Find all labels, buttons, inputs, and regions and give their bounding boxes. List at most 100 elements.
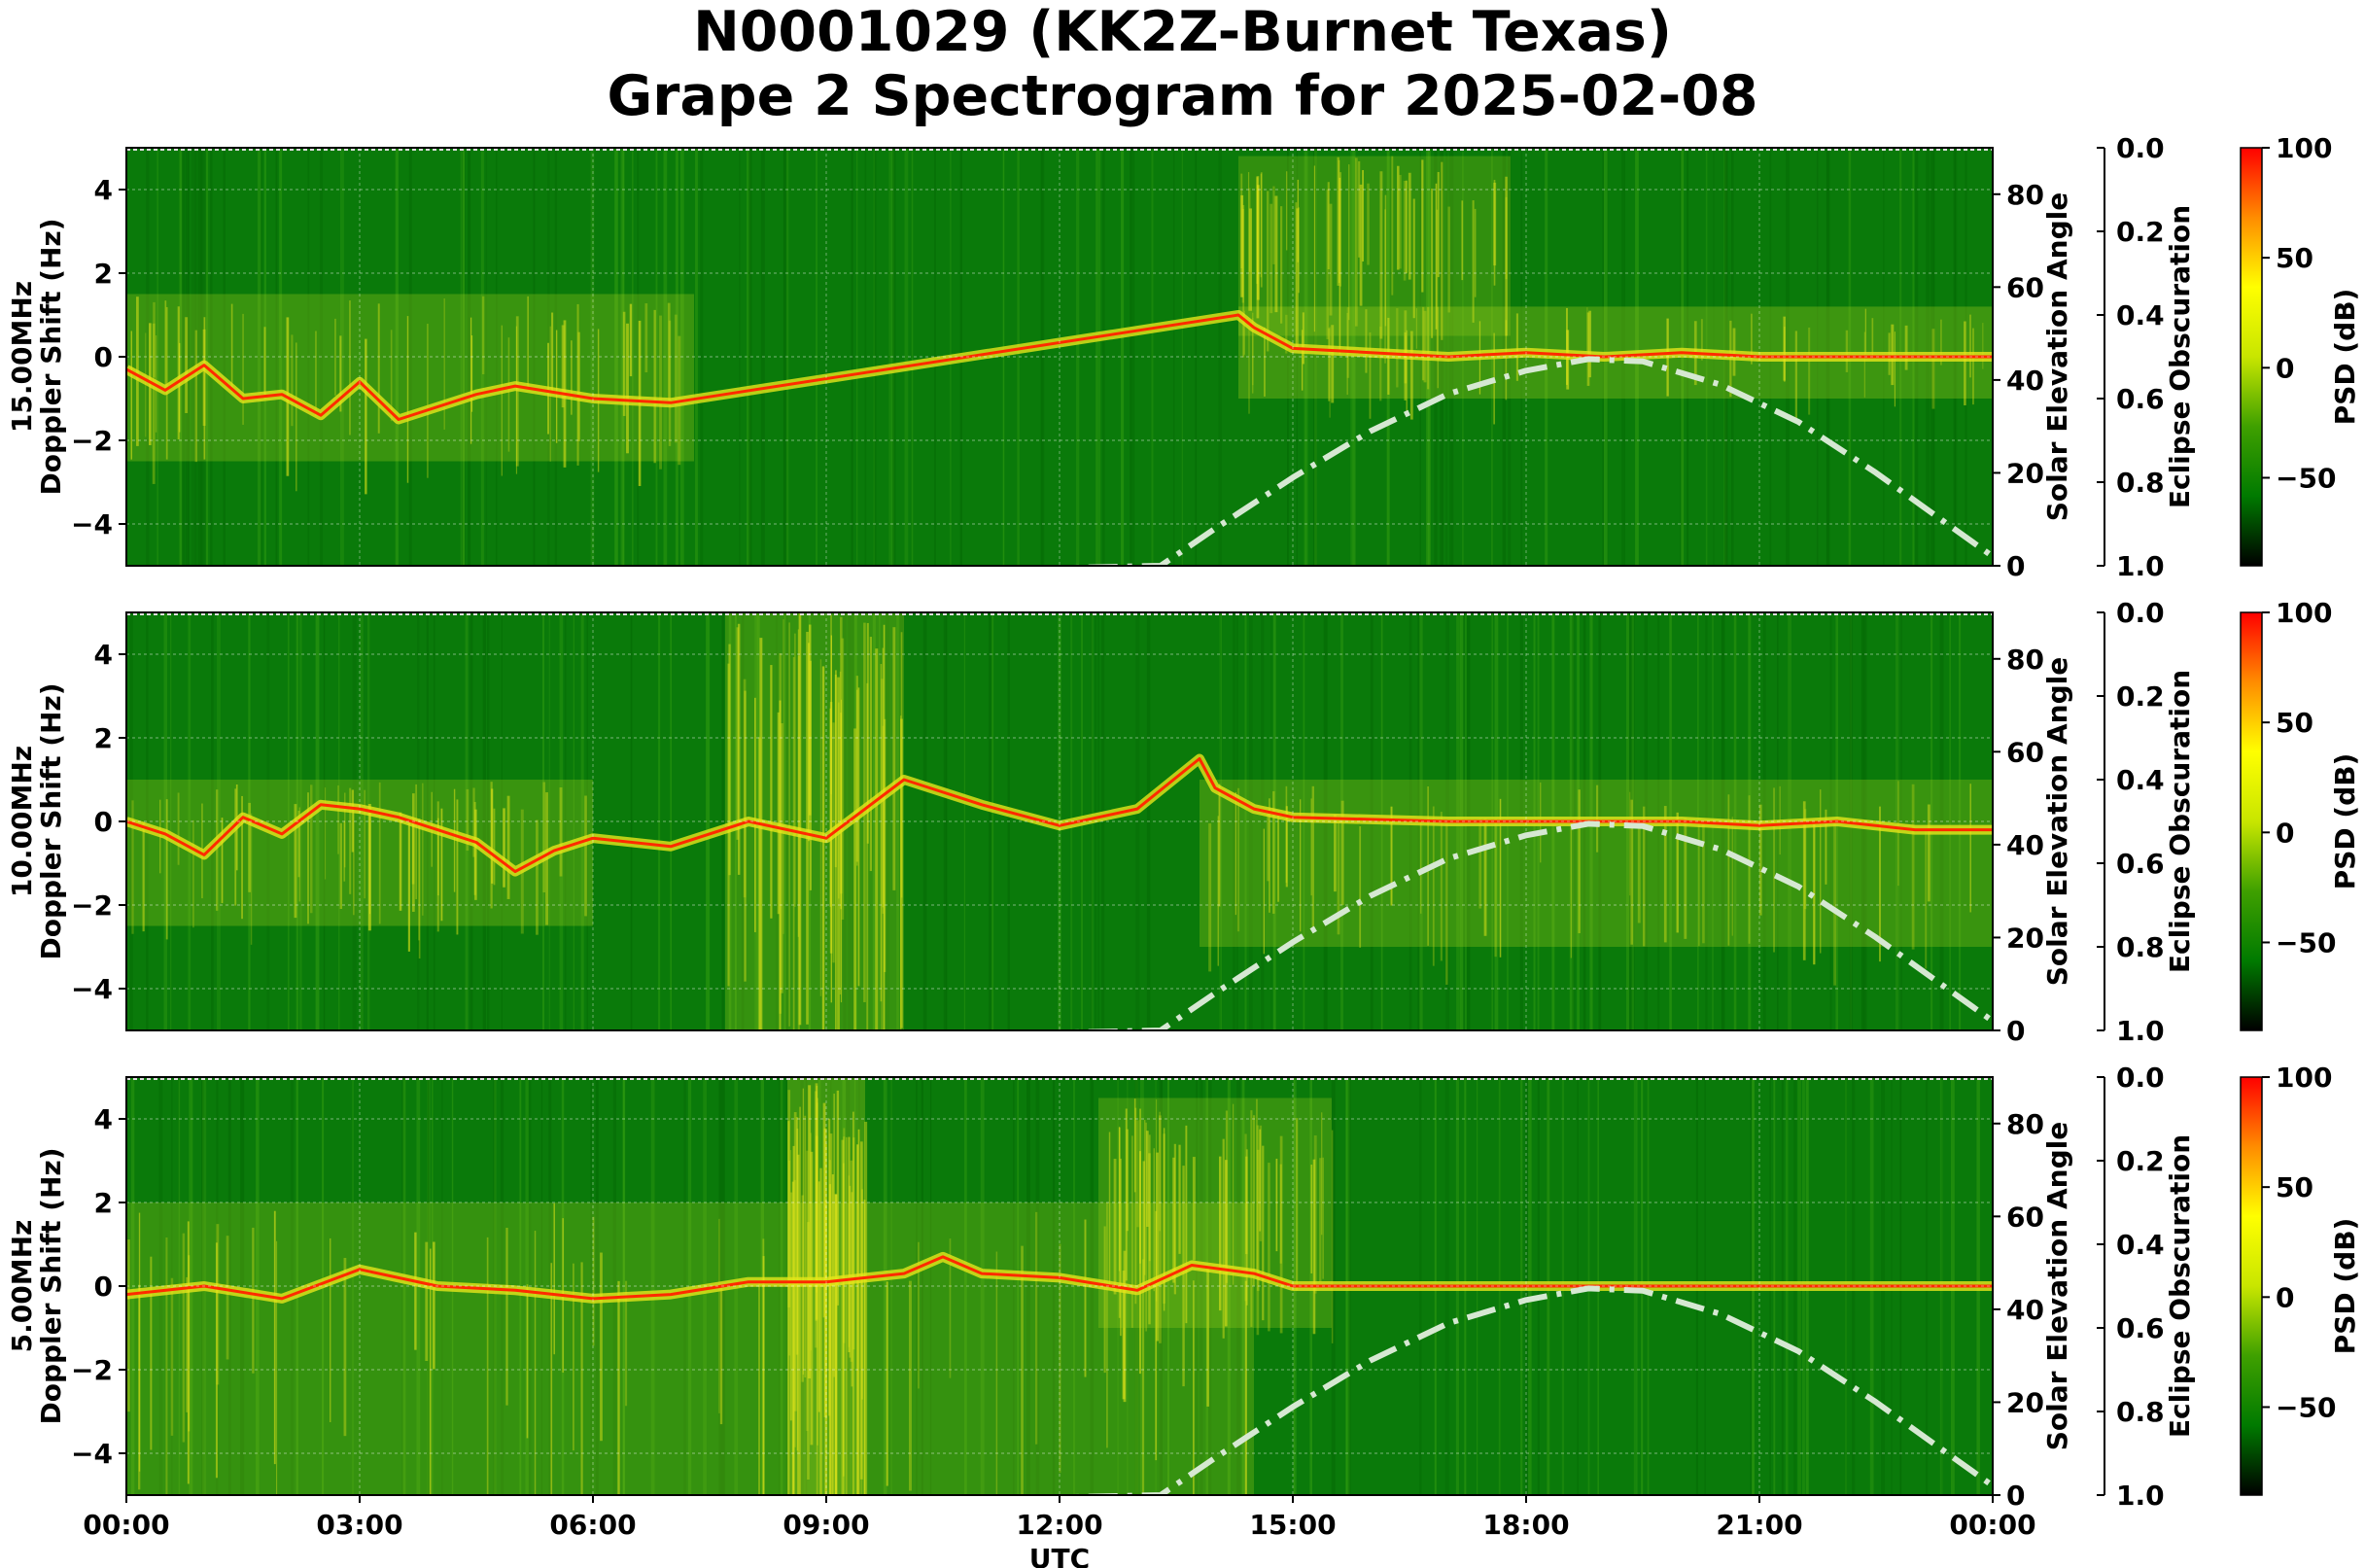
signal-streak bbox=[1206, 1265, 1209, 1407]
noise-streak bbox=[181, 148, 186, 566]
signal-streak bbox=[1399, 174, 1402, 269]
signal-streak bbox=[856, 689, 858, 866]
noise-streak bbox=[1040, 148, 1045, 566]
signal-streak bbox=[252, 1227, 255, 1374]
noise-streak bbox=[663, 148, 668, 566]
signal-streak bbox=[1158, 1115, 1162, 1343]
noise-streak bbox=[188, 612, 191, 1030]
noise-streak bbox=[879, 612, 881, 1030]
signal-streak bbox=[1310, 1165, 1313, 1273]
right-y-tick-label: 80 bbox=[2006, 1108, 2044, 1140]
noise-streak bbox=[728, 612, 732, 1030]
eclipse-tick-label: 1.0 bbox=[2116, 1480, 2165, 1512]
signal-streak bbox=[230, 303, 233, 392]
signal-streak bbox=[861, 1189, 863, 1400]
signal-streak bbox=[215, 789, 219, 911]
signal-streak bbox=[349, 300, 351, 436]
signal-streak bbox=[407, 822, 410, 952]
signal-streak bbox=[406, 316, 409, 483]
signal-streak bbox=[792, 656, 795, 1030]
signal-streak bbox=[1700, 319, 1703, 361]
signal-streak bbox=[1964, 321, 1966, 405]
signal-streak bbox=[142, 821, 145, 932]
signal-streak bbox=[1409, 331, 1413, 420]
signal-streak bbox=[418, 819, 420, 941]
signal-streak bbox=[1319, 1158, 1322, 1282]
signal-streak bbox=[307, 792, 309, 924]
noise-streak bbox=[223, 148, 226, 566]
signal-streak bbox=[1379, 171, 1383, 339]
right-y-tick-label: 80 bbox=[2006, 644, 2044, 676]
signal-streak bbox=[186, 1276, 188, 1412]
signal-streak bbox=[779, 700, 782, 1030]
signal-streak bbox=[542, 782, 546, 893]
signal-region bbox=[1200, 780, 1993, 947]
noise-streak bbox=[290, 1077, 294, 1495]
noise-streak bbox=[1035, 1077, 1040, 1495]
signal-streak bbox=[866, 622, 869, 844]
noise-streak bbox=[1286, 148, 1289, 566]
noise-streak bbox=[564, 612, 567, 1030]
signal-streak bbox=[150, 1256, 153, 1450]
noise-streak bbox=[586, 612, 588, 1030]
signal-streak bbox=[1108, 1132, 1111, 1285]
signal-streak bbox=[1260, 173, 1263, 278]
noise-streak bbox=[395, 148, 399, 566]
noise-streak bbox=[911, 148, 914, 566]
signal-streak bbox=[1825, 809, 1827, 885]
signal-streak bbox=[422, 783, 424, 916]
noise-streak bbox=[873, 148, 875, 566]
signal-streak bbox=[1391, 156, 1394, 296]
signal-streak bbox=[1146, 1131, 1149, 1228]
noise-streak bbox=[1173, 148, 1175, 566]
noise-streak bbox=[548, 1077, 552, 1495]
signal-streak bbox=[474, 809, 477, 900]
signal-streak bbox=[1472, 200, 1475, 323]
y-tick-label: 2 bbox=[94, 258, 113, 290]
signal-streak bbox=[1123, 1250, 1127, 1403]
noise-streak bbox=[785, 148, 789, 566]
noise-streak bbox=[540, 1077, 543, 1495]
noise-streak bbox=[360, 612, 364, 1030]
signal-streak bbox=[1758, 804, 1762, 916]
signal-streak bbox=[843, 1163, 845, 1477]
signal-streak bbox=[339, 335, 342, 412]
signal-streak bbox=[909, 1280, 912, 1491]
y-tick-label: −2 bbox=[71, 1354, 113, 1386]
signal-streak bbox=[1940, 319, 1942, 366]
noise-streak bbox=[851, 148, 853, 566]
signal-streak bbox=[600, 1252, 603, 1442]
signal-streak bbox=[1403, 180, 1407, 281]
signal-streak bbox=[527, 296, 529, 388]
signal-streak bbox=[793, 1179, 796, 1447]
noise-streak bbox=[679, 148, 684, 566]
signal-streak bbox=[886, 1281, 888, 1486]
signal-streak bbox=[659, 315, 662, 470]
signal-streak bbox=[754, 697, 756, 932]
noise-streak bbox=[943, 612, 947, 1030]
noise-streak bbox=[921, 1077, 924, 1495]
noise-streak bbox=[896, 612, 899, 1030]
signal-streak bbox=[793, 1112, 797, 1411]
signal-streak bbox=[234, 788, 237, 906]
signal-streak bbox=[1252, 1115, 1256, 1286]
signal-streak bbox=[1120, 1158, 1122, 1337]
eclipse-axis-label: Eclipse Obscuration bbox=[2164, 670, 2196, 973]
signal-streak bbox=[1359, 826, 1362, 948]
signal-streak bbox=[170, 1277, 174, 1436]
signal-streak bbox=[1138, 1151, 1141, 1375]
signal-streak bbox=[835, 670, 837, 1030]
signal-streak bbox=[1445, 821, 1448, 985]
signal-streak bbox=[1362, 169, 1364, 261]
signal-streak bbox=[241, 795, 243, 920]
noise-streak bbox=[188, 148, 190, 566]
signal-streak bbox=[880, 664, 883, 1002]
signal-streak bbox=[881, 679, 884, 1030]
colorbar-tick-label: 50 bbox=[2276, 242, 2313, 274]
noise-streak bbox=[1007, 612, 1010, 1030]
signal-streak bbox=[1412, 198, 1415, 319]
signal-streak bbox=[1331, 325, 1335, 403]
eclipse-tick-label: 1.0 bbox=[2116, 550, 2165, 582]
signal-streak bbox=[576, 303, 579, 466]
